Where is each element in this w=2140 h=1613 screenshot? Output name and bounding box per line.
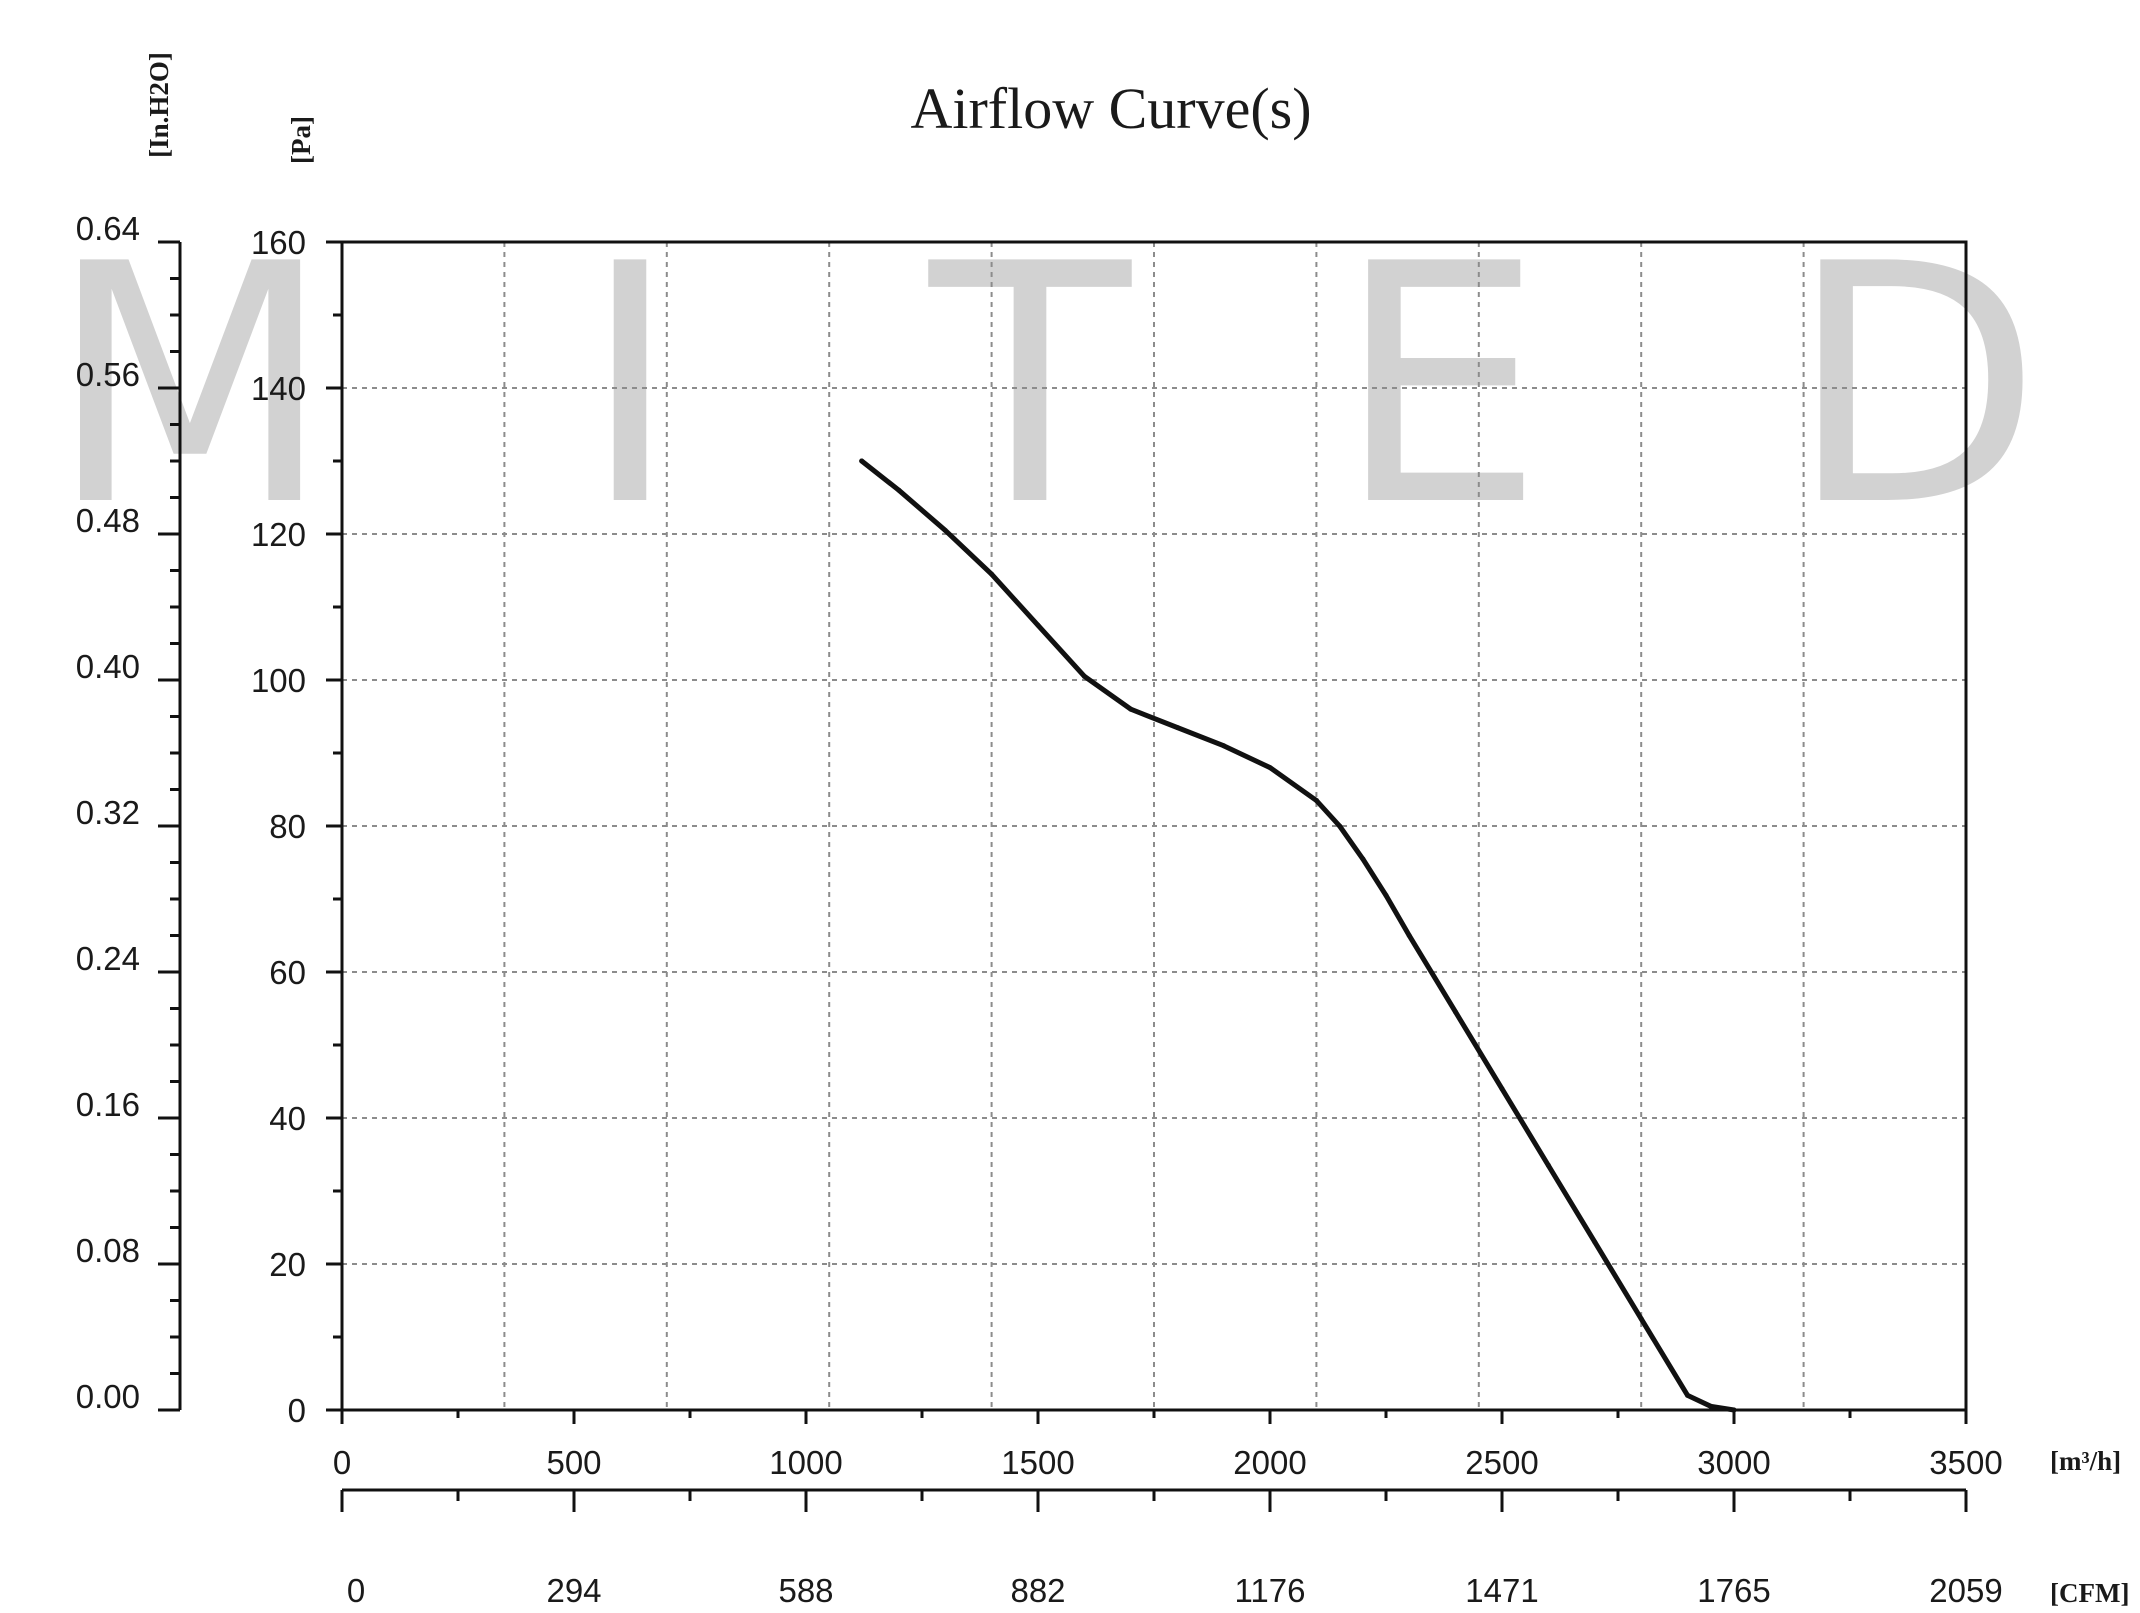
x2-tick-label: 294 — [546, 1572, 601, 1608]
x-tick-label: 3000 — [1697, 1444, 1770, 1481]
airflow-curve-point — [989, 571, 995, 577]
y-tick-label: 0 — [288, 1392, 306, 1429]
x-tick-label: 2500 — [1465, 1444, 1538, 1481]
airflow-curve-point — [1638, 1316, 1644, 1322]
airflow-curve-point — [1128, 706, 1134, 712]
y2-tick-label: 0.40 — [76, 648, 140, 685]
x-tick-label: 2000 — [1233, 1444, 1306, 1481]
y2-tick-label: 0.16 — [76, 1086, 140, 1123]
y-tick-label: 100 — [251, 662, 306, 699]
x2-tick-label: 588 — [778, 1572, 833, 1608]
airflow-curve-point — [1685, 1392, 1691, 1398]
chart-title: Airflow Curve(s) — [910, 76, 1311, 141]
y-tick-label: 140 — [251, 370, 306, 407]
airflow-curve-point — [1406, 933, 1412, 938]
y2-axis-unit: [In.H2O] — [144, 52, 174, 158]
x-axis-unit: [m³/h] — [2050, 1446, 2121, 1476]
airflow-curve-point — [1453, 1009, 1459, 1015]
y-axis-unit: [Pa] — [286, 116, 316, 164]
x-tick-label: 500 — [546, 1444, 601, 1481]
watermark-letter: M — [48, 194, 333, 578]
airflow-curve-point — [1221, 743, 1227, 749]
y2-tick-label: 0.24 — [76, 940, 140, 977]
watermark-letter: I — [581, 194, 678, 578]
airflow-curve-point — [896, 487, 902, 493]
axes — [158, 240, 1968, 1512]
airflow-curve-point — [1708, 1403, 1714, 1409]
airflow-curve-point — [1545, 1162, 1551, 1168]
y-tick-label: 40 — [269, 1100, 306, 1137]
watermark-letter: D — [1788, 194, 2042, 578]
airflow-curve-point — [1337, 823, 1343, 829]
x2-tick-label: 882 — [1010, 1572, 1065, 1608]
series — [859, 458, 1737, 1413]
y-tick-label: 20 — [269, 1246, 306, 1283]
grid — [342, 242, 1966, 1410]
y2-tick-label: 0.48 — [76, 502, 140, 539]
airflow-curve-point — [1592, 1239, 1598, 1245]
x-tick-label: 1000 — [769, 1444, 842, 1481]
tick-labels: 0 20 40 60 80 100 120 140 160 0.00 0.08 0.16 0.24 0.3… — [76, 52, 2130, 1609]
y2-tick-label: 0.56 — [76, 356, 140, 393]
y2-tick-label: 0.00 — [76, 1378, 140, 1415]
airflow-curve-point — [1081, 673, 1087, 679]
airflow-curve-point — [1360, 856, 1366, 862]
x2-axis-unit: [CFM] — [2050, 1578, 2129, 1608]
y-tick-label: 160 — [251, 224, 306, 261]
airflow-curve-point — [942, 527, 948, 533]
airflow-curve-point — [1499, 1086, 1505, 1092]
x2-tick-label: 1765 — [1697, 1572, 1770, 1608]
y-tick-label: 120 — [251, 516, 306, 553]
watermark-letter: T — [924, 194, 1135, 578]
watermark-letter: E — [1336, 194, 1545, 578]
x2-tick-label: 1176 — [1235, 1572, 1306, 1608]
y-tick-label: 60 — [269, 954, 306, 991]
airflow-curve-point — [1313, 797, 1319, 803]
airflow-curve-point — [1731, 1407, 1737, 1413]
x2-tick-label: 0 — [347, 1572, 365, 1608]
airflow-curve-point — [1267, 765, 1273, 771]
airflow-curve-point — [859, 458, 865, 464]
airflow-curve-point — [1383, 892, 1389, 898]
x-tick-label: 1500 — [1001, 1444, 1074, 1481]
x2-tick-label: 1471 — [1465, 1572, 1538, 1608]
x-tick-label: 0 — [333, 1444, 351, 1481]
y2-tick-label: 0.64 — [76, 210, 140, 247]
x-tick-label: 3500 — [1929, 1444, 2002, 1481]
y2-tick-label: 0.08 — [76, 1232, 140, 1269]
y2-tick-label: 0.32 — [76, 794, 140, 831]
airflow-curve-point — [1174, 724, 1180, 730]
airflow-curve-point — [1035, 622, 1041, 628]
x2-tick-label: 2059 — [1929, 1572, 2002, 1608]
y-tick-label: 80 — [269, 808, 306, 845]
